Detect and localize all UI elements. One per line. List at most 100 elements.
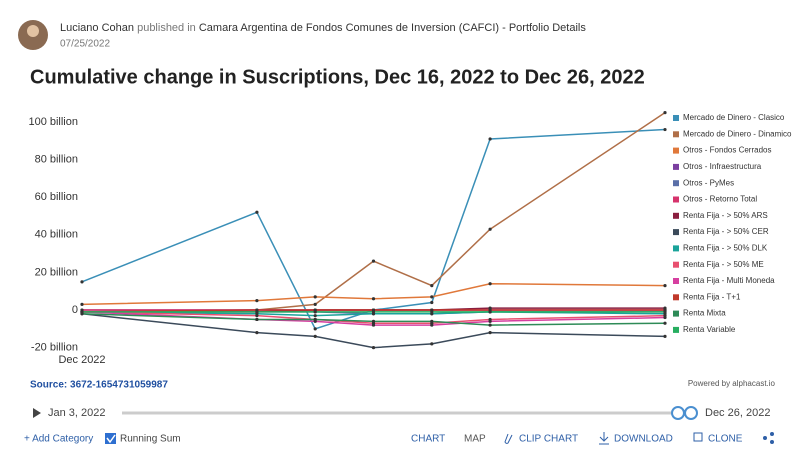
legend-swatch <box>673 115 679 121</box>
series-line <box>81 112 666 313</box>
data-point <box>313 317 317 322</box>
legend-swatch <box>673 245 679 252</box>
author[interactable]: Luciano Cohan <box>60 22 134 34</box>
checkbox[interactable] <box>105 433 116 444</box>
legend-label: Renta Fija - T+1 <box>683 292 741 301</box>
map-button[interactable]: MAP <box>464 434 486 445</box>
data-point <box>488 227 492 231</box>
data-point <box>371 297 376 301</box>
y-tick-label: 60 billion <box>35 191 78 203</box>
slider-start: Jan 3, 2022 <box>48 407 106 419</box>
legend-swatch <box>673 180 679 187</box>
data-point <box>371 346 376 350</box>
data-point <box>663 127 667 132</box>
data-point <box>663 334 667 338</box>
legend-label: Renta Fija - Multi Moneda <box>683 276 775 285</box>
x-tick-label: Dec 2022 <box>58 354 105 366</box>
action: published in <box>137 22 196 34</box>
avatar-face <box>27 25 39 37</box>
data-point <box>430 323 434 327</box>
data-point <box>430 310 434 314</box>
legend-swatch <box>673 261 679 268</box>
source[interactable]: Source: 3672-1654731059987 <box>30 380 168 391</box>
y-tick-label: -20 billion <box>31 342 78 354</box>
legend-swatch <box>673 310 679 317</box>
data-point <box>80 280 84 284</box>
data-point <box>255 317 259 322</box>
legend-swatch <box>673 278 679 284</box>
add-category[interactable]: + Add Category <box>24 434 93 445</box>
data-point <box>255 314 259 318</box>
header-line: Luciano Cohan published in Camara Argent… <box>60 22 586 34</box>
data-point <box>663 310 667 314</box>
data-point <box>663 284 667 288</box>
data-point <box>663 315 667 320</box>
plot: -20 billion 0 20 billion 40 billion 60 billi… <box>28 111 792 366</box>
clone-icon <box>693 432 703 442</box>
data-point <box>313 327 317 331</box>
legend-swatch <box>673 163 679 170</box>
share-icon[interactable] <box>763 432 774 444</box>
legend-label: Otros - Fondos Cerrados <box>683 146 771 155</box>
y-tick-label: 80 billion <box>35 154 78 166</box>
data-point <box>255 210 259 214</box>
data-point <box>488 282 492 286</box>
chart-button[interactable]: CHART <box>411 434 445 445</box>
data-point <box>430 342 434 346</box>
source-name[interactable]: Camara Argentina de Fondos Comunes de In… <box>199 22 587 34</box>
legend-label: Renta Fija - > 50% CER <box>683 227 769 236</box>
data-point <box>371 310 376 314</box>
legend-label: Renta Mixta <box>683 309 726 318</box>
data-point <box>80 302 84 306</box>
download-button[interactable]: DOWNLOAD <box>614 434 673 445</box>
data-point <box>313 302 317 306</box>
series-line <box>81 282 666 306</box>
legend-label: Renta Variable <box>683 325 736 334</box>
legend-label: Otros - PyMes <box>683 178 734 187</box>
data-point <box>430 300 434 305</box>
data-point <box>313 314 317 318</box>
legend-label: Renta Fija - > 50% ME <box>683 260 764 269</box>
legend-label: Mercado de Dinero - Dinamico <box>683 129 792 138</box>
chart-title: Cumulative change in Suscriptions, Dec 1… <box>30 66 645 88</box>
data-point <box>255 331 259 335</box>
legend-swatch <box>673 229 679 236</box>
data-point <box>313 295 317 299</box>
data-point <box>663 321 667 325</box>
legend-label: Otros - Infraestructura <box>683 162 762 171</box>
powered-by[interactable]: Powered by alphacast.io <box>688 379 776 388</box>
running-sum[interactable]: Running Sum <box>120 434 181 445</box>
slider-knob[interactable] <box>684 406 698 420</box>
y-tick-label: 20 billion <box>35 266 78 278</box>
legend-label: Otros - Retorno Total <box>683 195 757 204</box>
data-point <box>313 310 317 314</box>
data-point <box>80 310 84 314</box>
legend-swatch <box>673 294 679 301</box>
data-point <box>488 331 492 335</box>
legend-label: Renta Fija - > 50% ARS <box>683 211 768 220</box>
checkmark <box>106 434 116 444</box>
legend-swatch <box>673 212 679 219</box>
legend-swatch <box>673 131 679 138</box>
y-tick-label: 0 <box>72 304 78 316</box>
clip-chart-button[interactable]: CLIP CHART <box>519 434 578 445</box>
data-point <box>371 259 376 263</box>
y-tick-label: 40 billion <box>35 229 78 241</box>
legend-label: Renta Fija - > 50% DLK <box>683 244 768 253</box>
slider-knob[interactable] <box>671 406 685 420</box>
legend-swatch <box>673 326 679 333</box>
data-point <box>488 323 492 327</box>
download-icon <box>599 432 609 445</box>
legend-label: Mercado de Dinero - Clasico <box>683 113 785 122</box>
data-point <box>371 323 376 327</box>
slider-end: Dec 26, 2022 <box>705 407 770 419</box>
y-tick-label: 100 billion <box>28 116 78 128</box>
play-button[interactable] <box>33 408 41 418</box>
data-point <box>663 111 667 115</box>
clip-icon <box>504 433 513 444</box>
data-point <box>488 319 492 323</box>
clone-button[interactable]: CLONE <box>708 434 743 445</box>
data-point <box>430 284 434 288</box>
publish-date: 07/25/2022 <box>60 39 110 50</box>
